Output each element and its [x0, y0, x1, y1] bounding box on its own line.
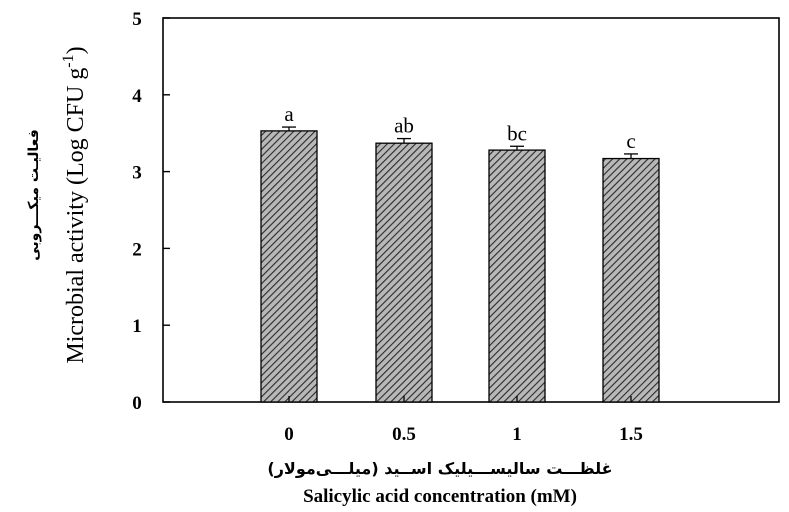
x-tick-label: 1 — [512, 424, 522, 445]
plot-area: 0 1 2 3 4 5 a 0 ab 0.5 bc 1 c 1.5 — [132, 9, 780, 445]
significance-letter: ab — [394, 114, 414, 138]
y-tick-label: 1 — [132, 316, 142, 337]
significance-letter: bc — [507, 121, 527, 145]
x-axis-label: Salicylic acid concentration (mM) — [303, 486, 577, 507]
bar — [375, 142, 433, 403]
significance-letter: a — [284, 102, 294, 126]
y-tick-label: 5 — [132, 9, 142, 30]
y-tick-label: 3 — [132, 163, 142, 184]
x-tick-label: 0.5 — [392, 424, 416, 445]
plot-frame — [162, 17, 780, 403]
x-axis-label-persian: غلظـــت سالیســـیلیک اســید (میلـــی‌مول… — [267, 459, 612, 478]
x-tick-label: 1.5 — [619, 424, 643, 445]
bar — [260, 130, 318, 403]
y-tick-label: 2 — [132, 239, 142, 260]
y-axis-label: Microbial activity (Log CFU g-1) — [60, 46, 89, 363]
bar — [602, 157, 660, 403]
y-tick-label: 4 — [132, 86, 142, 107]
x-tick-label: 0 — [284, 424, 294, 445]
bar — [488, 149, 546, 403]
y-axis-label-persian: فعالیـت میکـــروبی — [26, 129, 42, 261]
y-tick-label: 0 — [132, 393, 142, 414]
significance-letter: c — [626, 129, 635, 153]
